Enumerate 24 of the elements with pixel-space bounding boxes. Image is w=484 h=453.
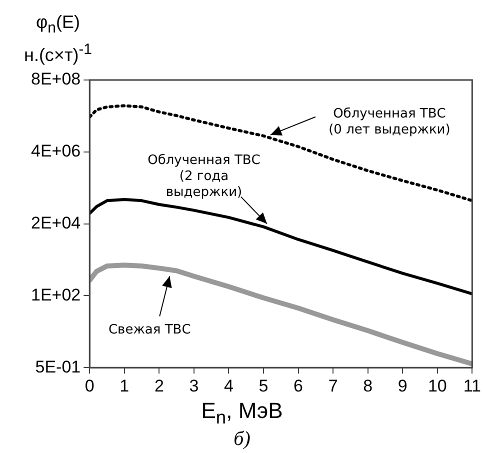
x-tick-label: 11 [463,376,482,396]
x-tick-label: 3 [189,376,199,396]
x-tick-label: 1 [120,376,130,396]
x-tick-label: 6 [294,376,304,396]
annotation: Облученная ТВС (0 лет выдержки) [328,106,450,138]
x-axis-title: E$_{n}$, МэВ [200,398,284,428]
y-tick-label: 5E-01 [35,357,81,376]
x-tick-label: 2 [154,376,164,396]
annotation: Облученная ТВС (2 года выдержки) [148,153,260,200]
y-tick-label: 1E+02 [30,285,81,304]
y-axis-title: φ$_{n}$(E) н.(с×т)$^{-1}$ [24,12,92,66]
x-tick-label: 7 [328,376,338,396]
x-tick-label: 4 [224,376,234,396]
text: б) [232,428,252,451]
x-tick-label: 8 [363,376,373,396]
x-tick-label: 0 [84,376,94,396]
annotation: Свежая ТВС [108,322,191,338]
y-tick-label: 4E+06 [30,142,81,161]
x-tick-label: 9 [398,376,408,396]
y-tick-label: 2E+04 [30,213,81,232]
line-series [90,104,472,202]
x-tick-label: 5 [258,376,268,396]
y-tick-label: 8E+08 [30,70,81,89]
x-tick-label: 10 [428,376,447,396]
